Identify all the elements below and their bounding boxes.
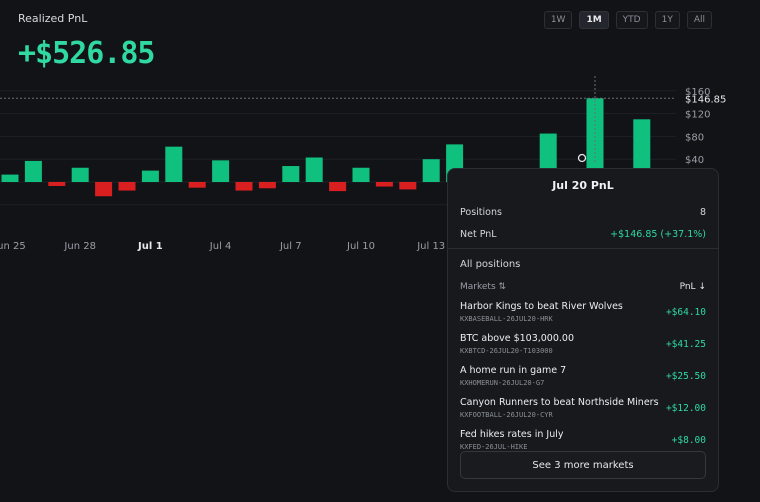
x-tick-label: Jul 1	[137, 241, 163, 252]
market-code: KXFED-26JUL-HIKE	[460, 443, 528, 451]
sort-icon: ⇅	[498, 282, 507, 292]
pnl-title: Realized PnL	[18, 12, 88, 25]
market-pnl: +$64.10	[665, 307, 706, 318]
market-row[interactable]: BTC above $103,000.00 KXBTCD-26JUL20-T10…	[448, 333, 718, 365]
positions-row: Positions 8	[448, 207, 718, 218]
pnl-bar	[258, 182, 276, 189]
market-row[interactable]: Harbor Kings to beat River Wolves KXBASE…	[448, 301, 718, 333]
market-pnl: +$41.25	[665, 339, 706, 350]
range-1m-button[interactable]: 1M	[579, 11, 609, 29]
market-code: KXHOMERUN-26JUL20-G7	[460, 379, 545, 387]
market-row[interactable]: Fed hikes rates in July KXFED-26JUL-HIKE…	[448, 429, 718, 461]
range-1w-button[interactable]: 1W	[543, 11, 573, 29]
markets-sort-button[interactable]: Markets ⇅	[460, 282, 506, 292]
tooltip-title: Jul 20 PnL	[552, 179, 614, 192]
pnl-bar	[118, 182, 136, 191]
markets-header: Markets ⇅ PnL ↓	[448, 282, 718, 292]
x-tick-label: Jul 13	[416, 241, 445, 252]
pnl-bar	[48, 182, 66, 186]
market-name: BTC above $103,000.00	[460, 333, 575, 344]
x-tick-label: Jul 10	[346, 241, 375, 252]
pnl-bar	[375, 182, 393, 187]
pnl-sort-button[interactable]: PnL ↓	[680, 282, 706, 292]
net-pnl-row: Net PnL +$146.85 (+37.1%)	[448, 229, 718, 240]
market-name: Canyon Runners to beat Northside Miners	[460, 397, 659, 408]
day-pnl-tooltip: Jul 20 PnL Positions 8 Net PnL +$146.85 …	[447, 168, 719, 492]
market-code: KXBTCD-26JUL20-T103000	[460, 347, 553, 355]
pnl-bar	[24, 160, 42, 182]
y-tick-label: $40	[685, 155, 704, 166]
x-tick-label: Jun 25	[0, 241, 26, 252]
pnl-bar	[71, 167, 89, 182]
range-1y-button[interactable]: 1Y	[654, 11, 680, 29]
market-name: Harbor Kings to beat River Wolves	[460, 301, 623, 312]
see-more-markets-button[interactable]: See 3 more markets	[460, 451, 706, 479]
pnl-header-label: PnL	[679, 282, 696, 292]
pnl-bar	[141, 170, 159, 182]
pnl-bar	[633, 119, 651, 182]
pnl-bar	[422, 159, 440, 182]
pnl-bar	[165, 146, 183, 182]
x-tick-label: Jun 28	[63, 241, 96, 252]
pnl-bar	[352, 167, 370, 182]
cursor-marker	[577, 153, 587, 163]
y-tick-label: $160	[685, 87, 710, 98]
pnl-bar	[188, 182, 206, 188]
market-pnl: +$8.00	[671, 435, 706, 446]
range-ytd-button[interactable]: YTD	[615, 11, 648, 29]
positions-label: Positions	[460, 207, 502, 218]
net-pnl-label: Net PnL	[460, 229, 497, 240]
market-pnl: +$12.00	[665, 403, 706, 414]
market-code: KXFOOTBALL-26JUL20-CYR	[460, 411, 553, 419]
highlight-value-label: $146.85	[685, 94, 726, 105]
market-name: A home run in game 7	[460, 365, 567, 376]
pnl-bar	[305, 157, 323, 182]
range-selector: 1W 1M YTD 1Y All	[543, 11, 712, 29]
markets-list: Harbor Kings to beat River Wolves KXBASE…	[448, 301, 718, 461]
positions-value: 8	[699, 207, 706, 218]
y-tick-label: $120	[685, 110, 710, 121]
range-all-button[interactable]: All	[686, 11, 712, 29]
pnl-bar	[95, 182, 113, 197]
market-code: KXBASEBALL-26JUL20-HRK	[460, 315, 553, 323]
pnl-bar	[329, 182, 347, 192]
pnl-bar	[235, 182, 253, 191]
pnl-total: +$526.85	[18, 36, 155, 71]
x-tick-label: Jul 4	[209, 241, 232, 252]
x-tick-label: Jul 7	[279, 241, 302, 252]
market-name: Fed hikes rates in July	[460, 429, 564, 440]
pnl-bar	[212, 160, 230, 182]
market-pnl: +$25.50	[665, 371, 706, 382]
net-pnl-value: +$146.85 (+37.1%)	[610, 229, 706, 240]
arrow-down-icon: ↓	[698, 282, 706, 292]
pnl-bar	[399, 182, 417, 190]
market-row[interactable]: Canyon Runners to beat Northside Miners …	[448, 397, 718, 429]
markets-header-label: Markets	[460, 282, 496, 292]
divider	[448, 248, 718, 249]
market-row[interactable]: A home run in game 7 KXHOMERUN-26JUL20-G…	[448, 365, 718, 397]
y-tick-label: $80	[685, 132, 704, 143]
all-positions-heading: All positions	[460, 259, 521, 270]
pnl-bar	[1, 174, 19, 182]
pnl-bar	[282, 166, 300, 182]
